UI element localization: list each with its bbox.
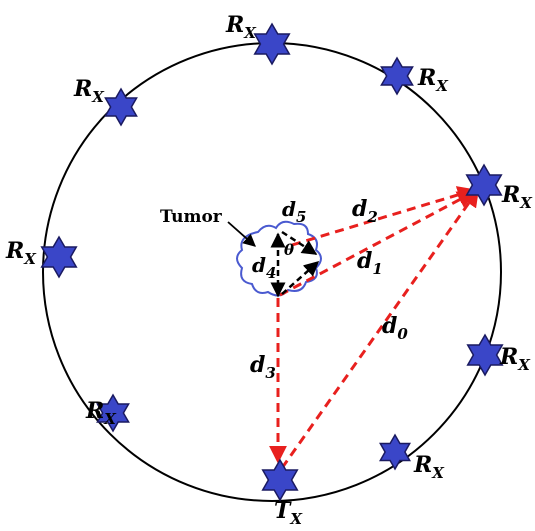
theta-label: θ <box>284 241 294 259</box>
rx-label-bottom-right: RX <box>413 452 445 482</box>
label-d5: d5 <box>282 197 306 226</box>
distance-labels: d0 d1 d2 d3 d4 d5 <box>250 196 408 382</box>
rx-label-upper-left: RX <box>73 76 105 106</box>
rx-label-left: RX <box>5 238 37 268</box>
label-d1: d1 <box>357 248 383 278</box>
rx-antenna-right <box>465 163 503 207</box>
rx-label-right: RX <box>501 182 533 212</box>
rx-label-upper-right: RX <box>417 65 449 95</box>
path-d0 <box>280 188 480 469</box>
antennas <box>40 22 504 502</box>
label-d4: d4 <box>252 253 276 282</box>
rx-antenna-top <box>253 22 291 66</box>
arrow-d5 <box>281 230 318 256</box>
path-d2 <box>291 186 476 247</box>
tumor-pointer-arrow <box>227 221 256 247</box>
rx-antenna-left <box>40 235 78 279</box>
rx-label-top: RX <box>225 12 257 42</box>
rx-label-lower-right: RX <box>499 344 531 374</box>
arrow-theta <box>281 261 320 295</box>
antenna-labels: RX RX RX RX RX RX RX RX TX <box>5 12 533 528</box>
tx-antenna-bottom <box>261 458 299 502</box>
rx-antenna-lower-right <box>466 333 504 377</box>
rx-antenna-upper-left <box>104 87 138 127</box>
tumor-inner-arrows <box>270 230 320 298</box>
path-d1 <box>279 190 476 297</box>
rx-antenna-lower-left <box>96 393 130 433</box>
propagation-paths <box>269 186 480 469</box>
tumor-label: Tumor <box>160 207 223 227</box>
label-d3: d3 <box>250 352 276 382</box>
rx-antenna-bottom-right <box>379 433 411 471</box>
tx-label: TX <box>274 498 303 528</box>
tumor-outline <box>236 220 322 297</box>
label-d2: d2 <box>352 196 378 226</box>
rx-label-lower-left: RX <box>85 398 117 428</box>
label-d0: d0 <box>382 313 408 343</box>
rx-antenna-upper-right <box>380 56 414 96</box>
